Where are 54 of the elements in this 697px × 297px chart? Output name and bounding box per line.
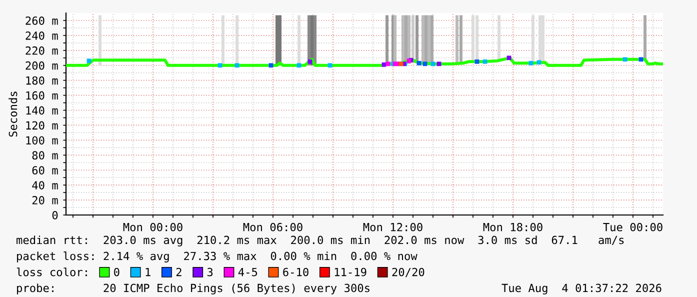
text: median rtt: 203.0 ms avg 210.2 ms max 200.0 ms min 202.0 ms now 3.0 ms sd 67.1 am/s: [16, 236, 624, 246]
legend-label: 20/20: [392, 268, 424, 278]
point: [308, 59, 312, 64]
y-tick-label: 20 m: [32, 196, 58, 204]
y-tick-label: 0: [52, 211, 58, 220]
point: [528, 60, 534, 66]
point: [416, 60, 422, 66]
y-tick-label: 260 m: [26, 16, 58, 25]
legend-label: 4-5: [238, 268, 258, 276]
y-tick-label: 180 m: [26, 76, 58, 85]
legend-label: 2: [176, 268, 182, 276]
point: [296, 63, 302, 68]
point: [268, 63, 274, 68]
point: [218, 63, 222, 68]
legend-label: 1: [146, 268, 150, 276]
point: [436, 62, 442, 66]
point: [328, 63, 332, 68]
y-tick-label: 220 m: [26, 46, 58, 55]
point: [622, 57, 628, 62]
point: [474, 59, 480, 64]
text: Tue Aug 4 01:37:22 2026: [502, 284, 662, 294]
point: [86, 58, 92, 64]
point: [430, 62, 436, 66]
text: probe: 20 ICMP Echo Pings (56 Bytes) every 300s: [17, 284, 370, 294]
y-tick-label: 60 m: [32, 166, 58, 175]
y-axis-title: Seconds: [8, 92, 18, 137]
x-tick-label: Tue 00:00: [603, 222, 662, 232]
y-tick-label: 240 m: [26, 31, 58, 40]
point: [482, 59, 488, 64]
x-tick-label: Mon 00:00: [123, 222, 182, 232]
x-tick-label: Mon 06:00: [243, 222, 302, 232]
text: packet loss: 2.14 % avg 27.33 % max 0.00 % min 0.00 % now: [17, 252, 418, 262]
point: [386, 62, 390, 66]
legend-label: 6-10: [283, 268, 308, 276]
y-tick-label: 140 m: [26, 106, 58, 115]
point: [422, 62, 428, 66]
point: [638, 57, 644, 62]
line-series: [66, 56, 663, 67]
legend-title: loss color:: [16, 268, 87, 276]
x-tick-label: Mon 18:00: [483, 222, 542, 232]
legend-label: 3: [207, 268, 213, 276]
y-tick-label: 160 m: [26, 91, 58, 100]
point: [536, 60, 542, 65]
point: [506, 56, 512, 60]
legend-label: 11-19: [334, 268, 366, 276]
y-tick-label: 40 m: [32, 181, 58, 190]
legend-label: 0: [114, 268, 120, 276]
y-tick-label: 100 m: [26, 136, 58, 145]
x-tick-label: Mon 12:00: [363, 222, 422, 232]
y-tick-label: 200 m: [26, 61, 58, 70]
point: [382, 62, 386, 67]
y-tick-label: 120 m: [26, 121, 58, 130]
point: [234, 63, 240, 68]
y-tick-label: 80 m: [32, 151, 58, 160]
